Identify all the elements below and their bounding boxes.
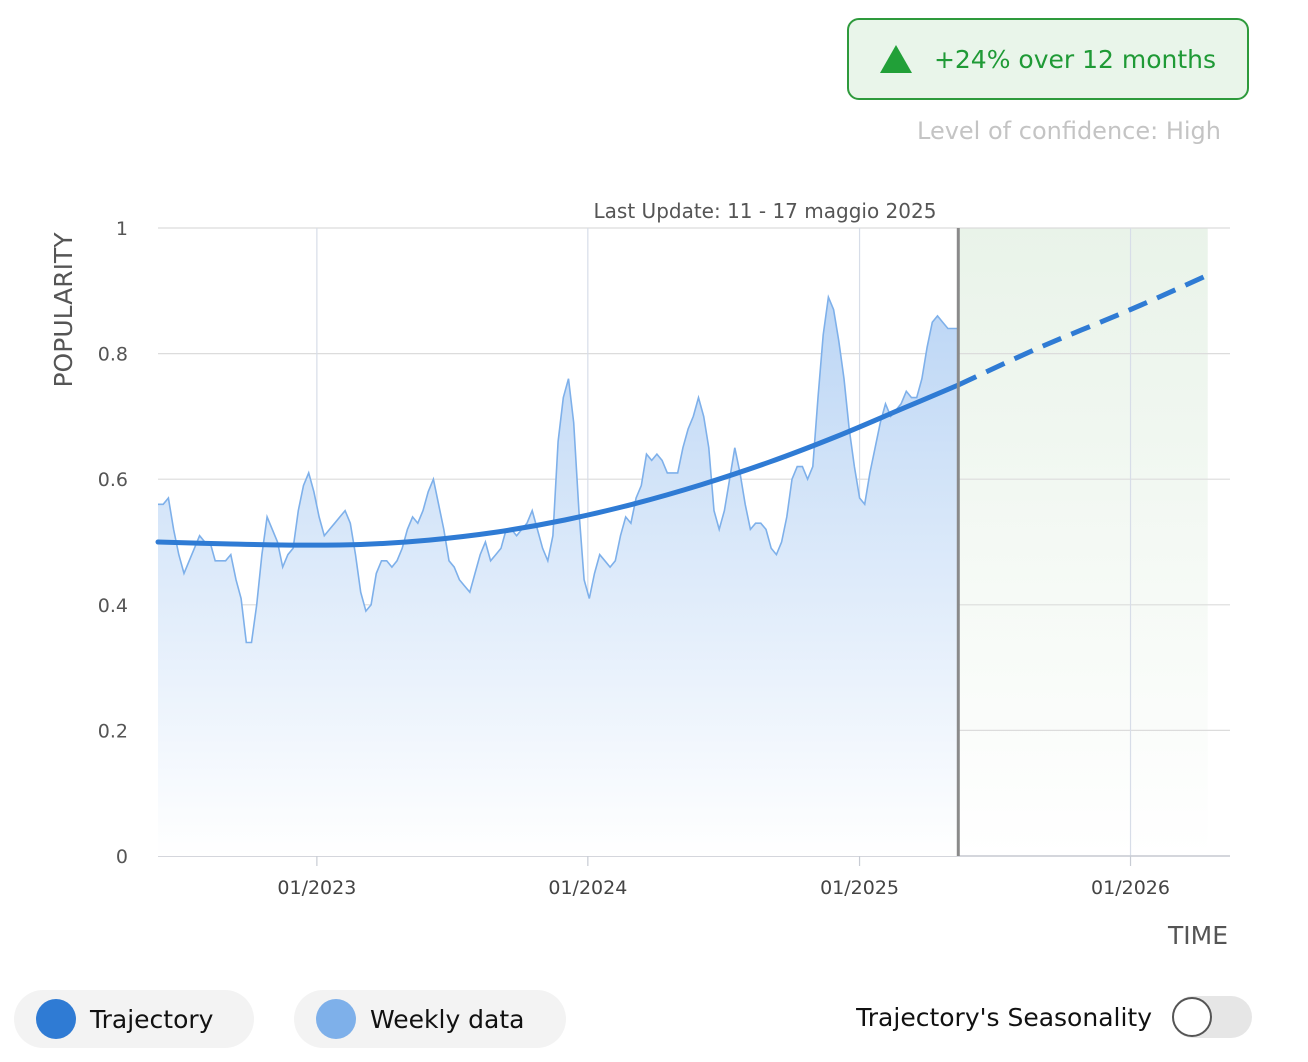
y-tick-label: 0 <box>116 846 128 868</box>
weekly-dot-icon <box>316 999 356 1039</box>
seasonality-toggle[interactable] <box>1172 996 1252 1038</box>
trend-badge: +24% over 12 months <box>847 18 1249 100</box>
x-tick-label: 01/2026 <box>1091 877 1170 899</box>
popularity-chart: 0 0.2 0.4 0.6 0.8 1 01/2023 01/2024 01/2025 01/20… <box>49 199 1230 950</box>
trend-badge-text: +24% over 12 months <box>933 44 1217 74</box>
trajectory-dot-icon <box>36 999 76 1039</box>
confidence-level: Level of confidence: High <box>917 117 1221 145</box>
legend-weekly-label: Weekly data <box>370 1004 525 1034</box>
up-triangle-icon <box>879 45 912 73</box>
seasonality-control: Trajectory's Seasonality <box>856 996 1252 1038</box>
legend-weekly[interactable]: Weekly data <box>294 990 566 1048</box>
legend-trajectory[interactable]: Trajectory <box>14 990 254 1048</box>
x-tick-label: 01/2023 <box>277 877 356 899</box>
y-tick-label: 0.6 <box>98 469 128 491</box>
weekly-data-area <box>158 297 959 857</box>
y-tick-label: 0.8 <box>98 344 128 366</box>
y-tick-label: 0.2 <box>98 720 128 742</box>
weekly-data-line <box>158 294 959 644</box>
x-tick-label: 01/2024 <box>548 877 627 899</box>
forecast-line <box>957 272 1209 388</box>
seasonality-label: Trajectory's Seasonality <box>856 1002 1152 1032</box>
last-update-label: Last Update: 11 - 17 maggio 2025 <box>594 199 937 223</box>
y-tick-label: 1 <box>116 218 128 240</box>
x-axis-title: TIME <box>1167 921 1228 950</box>
forecast-region <box>958 228 1208 856</box>
toggle-knob <box>1172 997 1212 1037</box>
y-tick-label: 0.4 <box>98 595 128 617</box>
x-tick-label: 01/2025 <box>820 877 899 899</box>
trajectory-line <box>155 382 961 548</box>
y-axis-title: POPULARITY <box>49 232 78 388</box>
legend-trajectory-label: Trajectory <box>90 1004 214 1034</box>
